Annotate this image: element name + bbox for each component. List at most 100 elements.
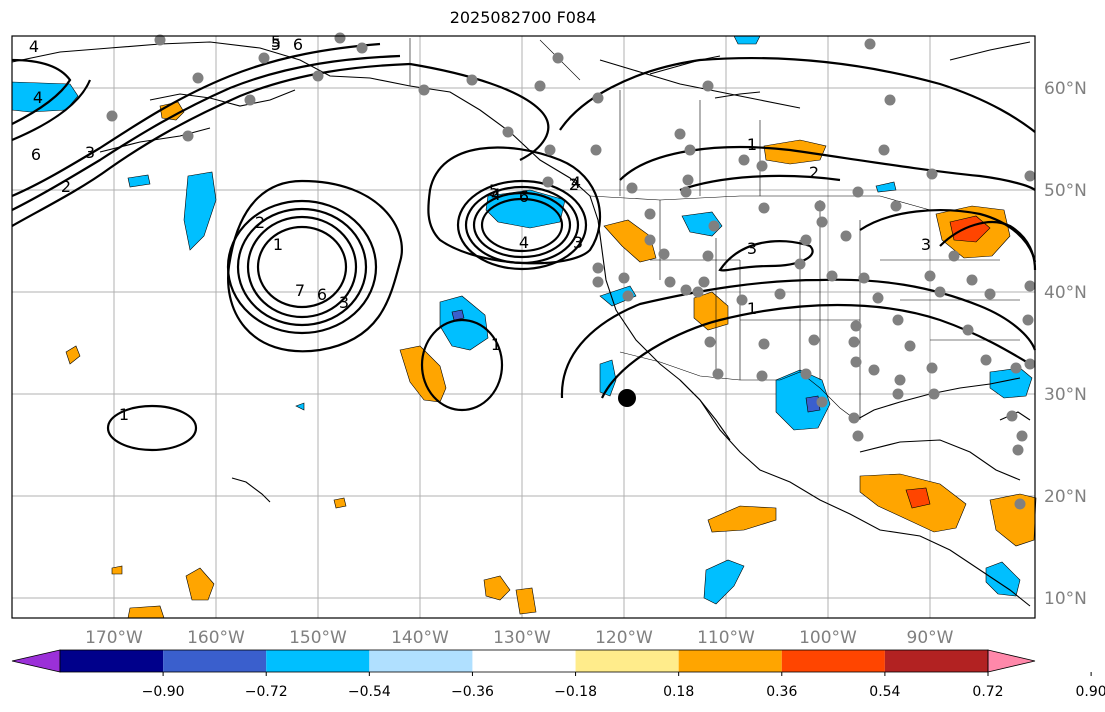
neg-anomaly-patch — [599, 359, 617, 397]
pos-anomaly-patch — [989, 493, 1037, 547]
colorbar-tick-label: −0.36 — [451, 684, 494, 700]
contour-label: 7 — [295, 281, 305, 300]
station-dot — [864, 38, 876, 50]
colorbar-tick-label: 0.18 — [663, 684, 694, 700]
pos-anomaly-patch — [333, 497, 347, 509]
station-dot — [708, 220, 720, 232]
station-dot — [682, 174, 694, 186]
pos-anomaly-patch — [111, 565, 123, 575]
colorbar-frame — [59, 649, 989, 673]
latitude-label: 60°N — [1044, 79, 1087, 99]
colorbar-tick-label: −0.72 — [245, 684, 288, 700]
station-dot — [1024, 358, 1036, 370]
station-dot — [980, 354, 992, 366]
station-dot — [934, 286, 946, 298]
station-dot — [808, 334, 820, 346]
station-dot — [924, 270, 936, 282]
station-dot — [154, 34, 166, 46]
pos-anomaly-patch — [185, 567, 215, 601]
station-dot — [848, 412, 860, 424]
station-dot — [698, 276, 710, 288]
station-dot — [692, 286, 704, 298]
pos-anomaly-patch — [707, 505, 777, 533]
contour-label: 4 — [519, 233, 529, 252]
colorbar-extend-low — [11, 649, 61, 673]
map-title: 2025082700 F084 — [449, 8, 597, 27]
station-dot — [1012, 444, 1024, 456]
colorbar-segment — [60, 650, 164, 672]
colorbar-segment — [781, 650, 885, 672]
station-dot — [756, 160, 768, 172]
station-dot — [106, 110, 118, 122]
station-dot — [850, 320, 862, 332]
station-dot — [758, 202, 770, 214]
station-dot — [892, 314, 904, 326]
neg-anomaly-core — [451, 309, 465, 321]
pos-anomaly-patch — [515, 587, 537, 615]
station-dot — [852, 186, 864, 198]
station-dot — [892, 388, 904, 400]
neg-anomaly-patch — [733, 35, 761, 45]
station-dot — [884, 94, 896, 106]
station-dot — [738, 154, 750, 166]
longitude-label: 160°W — [187, 628, 245, 648]
neg-anomaly-patch — [183, 171, 217, 251]
neg-anomaly-patch — [985, 561, 1021, 597]
station-dot — [878, 144, 890, 156]
station-dot — [852, 430, 864, 442]
latitude-labels: 10°N 20°N 30°N 40°N 50°N 60°N — [1044, 79, 1087, 609]
station-dot — [1016, 430, 1028, 442]
station-dot — [534, 80, 546, 92]
latitude-label: 50°N — [1044, 181, 1087, 201]
contour-label: 6 — [31, 145, 41, 164]
longitude-label: 110°W — [697, 628, 755, 648]
colorbar-segment — [472, 650, 576, 672]
station-dot — [618, 272, 630, 284]
station-dot — [658, 248, 670, 260]
contour-label: 6 — [317, 285, 327, 304]
station-dot — [926, 168, 938, 180]
colorbar-tick-label: −0.18 — [554, 684, 597, 700]
contour-label: 5 — [271, 32, 281, 51]
station-dot — [1022, 314, 1034, 326]
station-dot — [712, 368, 724, 380]
station-dot — [680, 284, 692, 296]
station-dot — [756, 370, 768, 382]
pos-anomaly-patch — [65, 345, 81, 365]
longitude-label: 140°W — [391, 628, 449, 648]
station-dot — [592, 276, 604, 288]
colorbar-segment — [678, 650, 782, 672]
colorbar-segment — [884, 650, 988, 672]
station-dot — [664, 276, 676, 288]
station-dot — [840, 230, 852, 242]
pos-anomaly-patch — [603, 219, 657, 263]
station-dot — [704, 336, 716, 348]
station-dot — [702, 250, 714, 262]
colorbar-segment — [266, 650, 370, 672]
contour-label: 3 — [573, 233, 583, 252]
latitude-label: 30°N — [1044, 385, 1087, 405]
station-dot — [774, 288, 786, 300]
storm-center-marker — [618, 389, 636, 407]
graticule — [12, 36, 1035, 618]
longitude-label: 120°W — [595, 628, 653, 648]
neg-anomaly-patch — [703, 559, 745, 605]
contour-label: 6 — [519, 187, 529, 206]
contour-label: 5 — [271, 35, 281, 54]
station-dot — [592, 262, 604, 274]
pos-anomaly-patch — [693, 291, 729, 331]
colorbar-segment — [163, 650, 267, 672]
contour-label: 1 — [273, 235, 283, 254]
station-dot — [418, 84, 430, 96]
contour-label: 3 — [921, 235, 931, 254]
latitude-label: 10°N — [1044, 589, 1087, 609]
colorbar-segment — [369, 650, 473, 672]
station-dot — [800, 234, 812, 246]
station-dot — [736, 294, 748, 306]
contour-label: 1 — [747, 135, 757, 154]
station-dot — [858, 272, 870, 284]
station-dot — [966, 274, 978, 286]
longitude-label: 130°W — [493, 628, 551, 648]
